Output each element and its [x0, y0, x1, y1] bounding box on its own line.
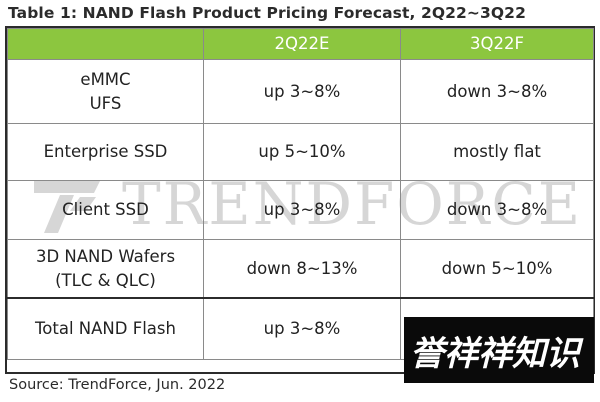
table-header-row: 2Q22E 3Q22F [7, 28, 594, 60]
product-cell: Client SSD [7, 180, 204, 240]
product-name-line2: UFS [89, 93, 122, 113]
table-frame [5, 26, 595, 374]
forecast-3q22-cell: down 3~8% [400, 59, 594, 124]
product-cell: 3D NAND Wafers (TLC & QLC) [7, 239, 204, 299]
source-note: Source: TrendForce, Jun. 2022 [9, 377, 226, 393]
forecast-2q22-cell: up 3~8% [203, 59, 401, 124]
forecast-2q22-cell: up 3~8% [203, 297, 401, 360]
table-row: Client SSD up 3~8% down 3~8% [7, 180, 594, 240]
pricing-table: 2Q22E 3Q22F eMMC UFS up 3~8% down 3~8% E… [7, 28, 594, 360]
forecast-2q22-cell: up 3~8% [203, 180, 401, 240]
table-row: eMMC UFS up 3~8% down 3~8% [7, 59, 594, 124]
header-cell-2q22e: 2Q22E [203, 28, 401, 60]
header-cell-product [7, 28, 204, 60]
product-name: 3D NAND Wafers [35, 246, 176, 266]
product-name: Enterprise SSD [43, 142, 168, 161]
product-name-line2: (TLC & QLC) [55, 270, 156, 290]
forecast-3q22-cell: mostly flat [400, 123, 594, 181]
forecast-3q22-cell: down 5~10% [400, 239, 594, 299]
product-name: eMMC [80, 69, 131, 89]
product-cell: Total NAND Flash [7, 297, 204, 360]
forecast-2q22-cell: down 8~13% [203, 239, 401, 299]
header-cell-3q22f: 3Q22F [400, 28, 594, 60]
product-cell: Enterprise SSD [7, 123, 204, 181]
site-logo-text: 誉祥祥知识 [410, 333, 580, 374]
site-logo-overlay: 誉祥祥知识 [404, 317, 594, 383]
product-name: Total NAND Flash [35, 319, 176, 338]
product-name: Client SSD [62, 200, 149, 219]
product-cell: eMMC UFS [7, 59, 204, 124]
table-row: 3D NAND Wafers (TLC & QLC) down 8~13% do… [7, 239, 594, 299]
forecast-2q22-cell: up 5~10% [203, 123, 401, 181]
forecast-3q22-cell: down 3~8% [400, 180, 594, 240]
table-title: Table 1: NAND Flash Product Pricing Fore… [8, 4, 526, 22]
table-row: Enterprise SSD up 5~10% mostly flat [7, 123, 594, 181]
